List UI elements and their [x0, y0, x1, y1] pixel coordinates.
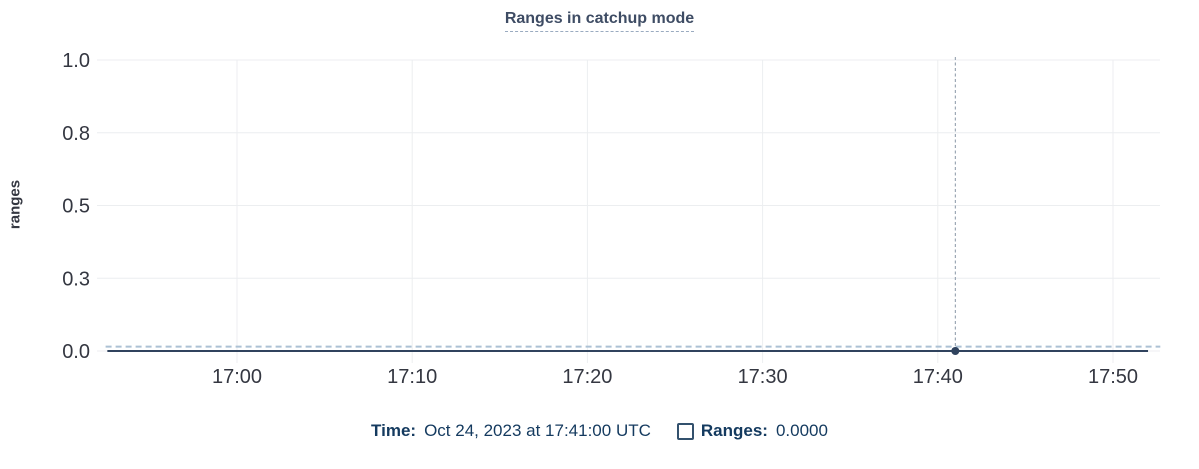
x-tick-label: 17:10: [387, 366, 437, 388]
legend-time-label: Time:: [371, 421, 417, 440]
ranges-series-checkbox[interactable]: [676, 422, 694, 440]
crosshair-data-point: [951, 347, 960, 355]
panel-title-wrap: Ranges in catchup mode: [0, 10, 1199, 32]
legend-ranges-label[interactable]: Ranges:: [700, 421, 768, 440]
ranges-chart-plot[interactable]: 0.0 0.3 0.5 0.8 1.0 17:00 17:10 17:20 17:30 17:40…: [0, 0, 1199, 400]
x-tick-label: 17:30: [738, 366, 788, 388]
legend-ranges: Ranges: 0.0000: [676, 421, 828, 441]
y-tick-label: 0.8: [62, 123, 90, 145]
x-tick-label: 17:40: [913, 366, 963, 388]
y-tick-label: 0.5: [62, 196, 90, 218]
y-tick-label: 1.0: [62, 50, 90, 72]
panel-title[interactable]: Ranges in catchup mode: [504, 10, 695, 32]
y-tick-label: 0.3: [62, 268, 90, 290]
x-tick-label: 17:20: [562, 366, 612, 388]
legend-time-value: Oct 24, 2023 at 17:41:00 UTC: [424, 421, 651, 440]
x-tick-label: 17:50: [1088, 366, 1138, 388]
chart-legend: Time: Oct 24, 2023 at 17:41:00 UTC Range…: [0, 421, 1199, 441]
x-tick-label: 17:00: [212, 366, 262, 388]
legend-time: Time: Oct 24, 2023 at 17:41:00 UTC: [371, 421, 651, 441]
legend-ranges-value: 0.0000: [775, 421, 828, 440]
y-tick-label: 0.0: [62, 341, 90, 363]
